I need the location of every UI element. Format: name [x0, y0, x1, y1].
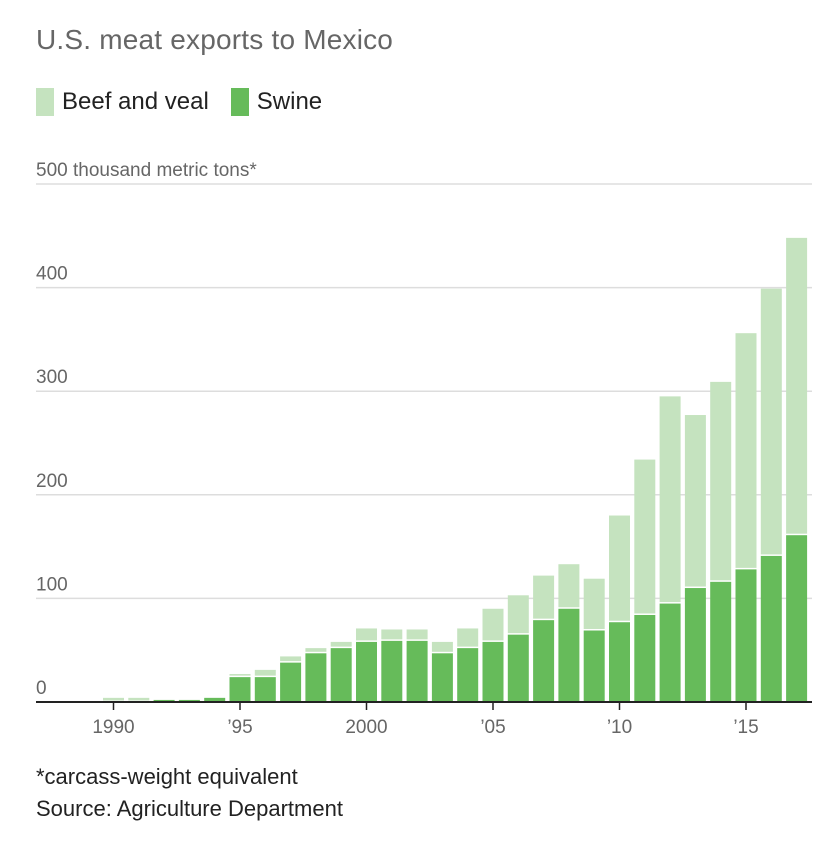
bar-swine-2013 [684, 588, 706, 702]
bar-swine-2012 [659, 603, 681, 702]
y-tick-label-400: 400 [36, 264, 68, 285]
bar-swine-2004 [457, 648, 479, 702]
bar-swine-1999 [330, 648, 352, 702]
bar-swine-2010 [609, 622, 630, 702]
bar-swine-2016 [760, 555, 782, 702]
legend-swatch-beef [36, 88, 54, 116]
bar-swine-2000 [356, 641, 377, 702]
bar-beef-1996 [254, 669, 276, 676]
legend-swatch-swine [230, 88, 249, 116]
bar-swine-2017 [786, 535, 808, 702]
bar-swine-2002 [406, 640, 428, 702]
bar-swine-2009 [583, 630, 605, 702]
bar-beef-2001 [381, 629, 403, 640]
bar-beef-2008 [558, 564, 580, 608]
bar-beef-2006 [507, 595, 529, 634]
bar-beef-2004 [457, 628, 479, 647]
legend-item-beef: Beef and veal [36, 88, 209, 116]
bar-beef-1995 [229, 674, 251, 676]
y-tick-label-100: 100 [36, 574, 68, 595]
y-unit-label: 500 thousand metric tons* [36, 160, 257, 181]
x-tick-label-1995: ’95 [227, 717, 252, 738]
bar-swine-2014 [710, 581, 732, 702]
x-tick-label-2000: 2000 [345, 717, 387, 738]
bar-swine-1996 [254, 677, 276, 702]
bar-chart: 500 thousand metric tons* 0 100 200 300 400 19… [36, 160, 812, 738]
y-tick-label-0: 0 [36, 678, 47, 699]
x-tick-label-1990: 1990 [92, 717, 134, 738]
bar-beef-2005 [482, 608, 504, 641]
bar-swine-2007 [533, 620, 555, 702]
bar-swine-2008 [558, 608, 580, 702]
bar-beef-2000 [356, 628, 377, 641]
source-note: Source: Agriculture Department [36, 796, 343, 821]
chart-title: U.S. meat exports to Mexico [36, 24, 394, 55]
bar-swine-1992 [153, 699, 175, 702]
bar-beef-1998 [305, 648, 327, 652]
footnote: *carcass-weight equivalent [36, 764, 298, 789]
bar-swine-1993 [178, 699, 200, 702]
bar-swine-1995 [229, 677, 251, 702]
bar-beef-2002 [406, 629, 428, 640]
bar-swine-1997 [280, 662, 302, 702]
bar-swine-2006 [507, 634, 529, 702]
y-tick-label-300: 300 [36, 367, 68, 388]
bar-beef-2015 [735, 333, 757, 568]
bar-beef-2013 [684, 415, 706, 587]
x-tick-label-2010: ’10 [607, 717, 632, 738]
bar-beef-2007 [533, 575, 555, 619]
legend: Beef and veal Swine [36, 88, 344, 116]
bar-beef-1991 [128, 697, 150, 701]
y-tick-label-200: 200 [36, 471, 68, 492]
legend-item-swine: Swine [230, 88, 323, 116]
x-tick-label-2005: ’05 [480, 717, 505, 738]
bar-beef-2010 [609, 515, 630, 621]
bar-beef-2003 [431, 641, 453, 652]
bar-swine-2003 [431, 653, 453, 702]
bar-swine-2011 [634, 614, 656, 702]
bar-swine-2015 [735, 569, 757, 702]
x-tick-label-2015: ’15 [733, 717, 758, 738]
bar-swine-2005 [482, 641, 504, 702]
bar-beef-2014 [710, 381, 732, 581]
legend-label-beef: Beef and veal [62, 88, 209, 115]
legend-label-swine: Swine [256, 88, 323, 115]
bar-swine-2001 [381, 640, 403, 702]
bar-beef-1990 [103, 697, 124, 701]
bar-beef-2016 [760, 288, 782, 555]
bar-beef-2011 [634, 459, 656, 614]
bar-swine-1994 [204, 697, 226, 702]
bar-beef-1999 [330, 641, 352, 647]
bar-swine-1998 [305, 653, 327, 702]
bar-beef-2009 [583, 578, 605, 630]
bar-beef-1997 [280, 656, 302, 662]
bar-beef-2017 [786, 237, 808, 534]
bar-beef-2012 [659, 396, 681, 603]
